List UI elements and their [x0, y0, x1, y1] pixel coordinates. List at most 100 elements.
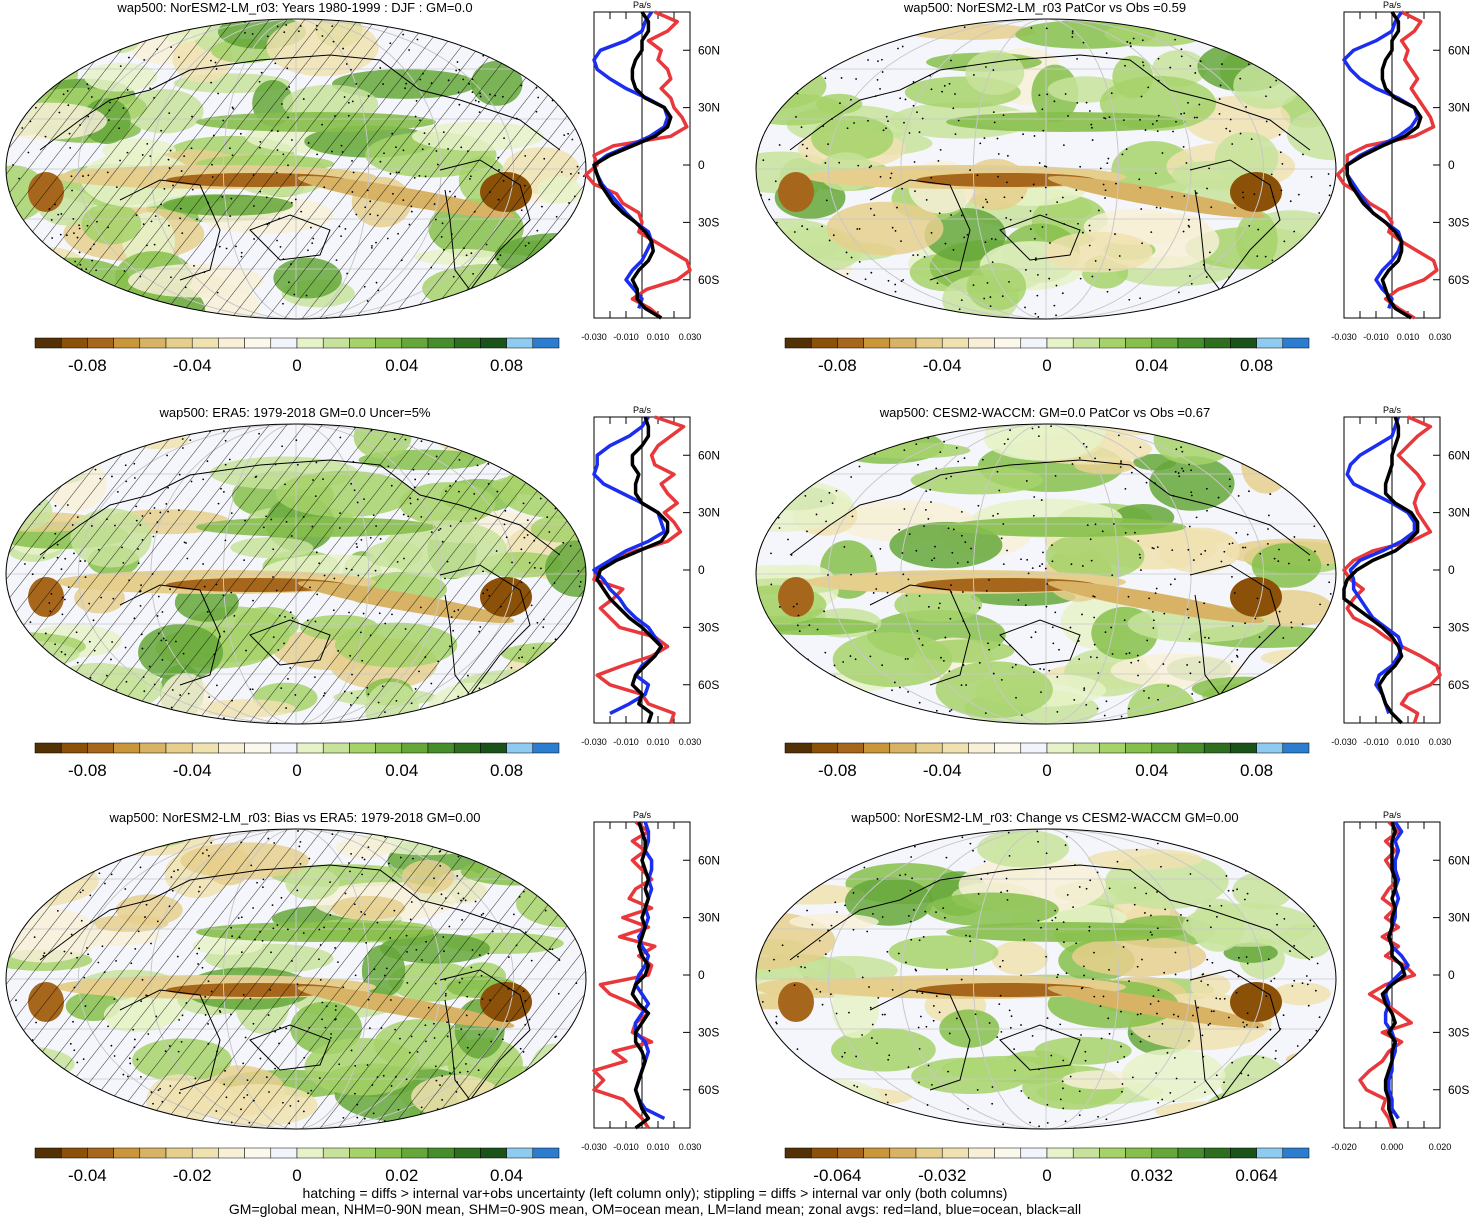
- map-outline: [5, 828, 587, 1130]
- colorbar-swatch: [87, 337, 114, 349]
- lat-label: 30N: [1448, 506, 1470, 520]
- colorbar-swatch: [1230, 742, 1257, 754]
- colorbar-swatch: [784, 337, 812, 349]
- colorbar-swatch: [453, 742, 481, 754]
- zonal-unit: Pa/s: [1383, 405, 1402, 415]
- colorbar-swatch: [375, 1147, 403, 1159]
- colorbar-swatch: [113, 742, 141, 754]
- footer-caption: hatching = diffs > internal var+obs unce…: [0, 1185, 1310, 1217]
- lat-label: 60S: [698, 678, 719, 692]
- colorbar-swatch: [244, 1147, 272, 1159]
- map-outline: [755, 18, 1337, 320]
- colorbar-swatch: [427, 337, 455, 349]
- colorbar-swatch: [480, 1147, 507, 1159]
- colorbar-label: -0.08: [818, 356, 857, 375]
- colorbar-swatch: [941, 337, 969, 349]
- zonal-unit: Pa/s: [1383, 810, 1402, 820]
- zonal-xtick: -0.030: [1331, 737, 1357, 747]
- colorbar-label: 0.04: [490, 1166, 523, 1185]
- colorbar-label: 0: [1042, 761, 1051, 780]
- colorbar-swatch: [1046, 1147, 1074, 1159]
- colorbar-swatch: [506, 337, 534, 349]
- lat-label: 0: [1448, 158, 1455, 172]
- panel-4: wap500: CESM2-WACCM: GM=0.0 PatCor vs Ob…: [750, 405, 1483, 805]
- colorbar-label: -0.04: [923, 761, 962, 780]
- lat-label: 60N: [698, 853, 720, 867]
- lat-label: 30S: [698, 620, 719, 634]
- lat-label: 0: [1448, 968, 1455, 982]
- map-outline: [5, 18, 587, 320]
- coastline: [439, 564, 531, 696]
- colorbar-label: 0.04: [385, 356, 418, 375]
- colorbar-swatch: [375, 337, 403, 349]
- colorbar-swatch: [1046, 337, 1074, 349]
- colorbar-swatch: [480, 742, 507, 754]
- colorbar-swatch: [1230, 1147, 1257, 1159]
- coastline: [789, 864, 1311, 961]
- colorbar-label: 0.02: [385, 1166, 418, 1185]
- zonal-series-all: [1345, 11, 1423, 320]
- colorbar-swatch: [270, 1147, 298, 1159]
- colorbar-swatch: [915, 1147, 943, 1159]
- coastline: [789, 459, 1311, 556]
- colorbar-swatch: [1282, 742, 1310, 754]
- zonal-xtick: 0.000: [1381, 1142, 1404, 1152]
- colorbar-swatch: [296, 1147, 324, 1159]
- colorbar-swatch: [889, 337, 917, 349]
- panel-title: wap500: NorESM2-LM_r03: Change vs CESM2-…: [851, 810, 1239, 825]
- colorbar-swatch: [1125, 337, 1153, 349]
- colorbar-label: -0.064: [813, 1166, 861, 1185]
- lat-label: 30S: [1448, 215, 1469, 229]
- colorbar-label: 0.08: [490, 356, 523, 375]
- map-outline: [755, 423, 1337, 725]
- colorbar-swatch: [941, 1147, 969, 1159]
- colorbar-swatch: [837, 742, 864, 754]
- colorbar-label: 0.08: [490, 761, 523, 780]
- panel-title: wap500: NorESM2-LM_r03: Bias vs ERA5: 19…: [109, 810, 481, 825]
- panel-title: wap500: CESM2-WACCM: GM=0.0 PatCor vs Ob…: [879, 405, 1211, 420]
- coastline: [439, 159, 531, 291]
- panel-chart: -0.08 -0.04 0 0.04 0.08 Pa/s 60N 30N 0 30S 60S -0.0…: [755, 405, 1470, 780]
- colorbar-label: 0.032: [1131, 1166, 1174, 1185]
- coastline: [1189, 564, 1281, 696]
- zonal-xtick: -0.010: [1363, 737, 1389, 747]
- colorbar-swatch: [1256, 337, 1284, 349]
- colorbar-swatch: [480, 337, 507, 349]
- lat-label: 0: [698, 563, 705, 577]
- lat-label: 30N: [698, 506, 720, 520]
- colorbar-label: -0.04: [173, 761, 212, 780]
- colorbar-swatch: [532, 1147, 560, 1159]
- coastline: [439, 969, 531, 1101]
- colorbar-swatch: [863, 742, 891, 754]
- colorbar-swatch: [165, 742, 193, 754]
- colorbar-label: 0.064: [1235, 1166, 1278, 1185]
- zonal-series-all: [1380, 821, 1407, 1129]
- zonal-series-land: [1342, 415, 1442, 724]
- lat-label: 30N: [1448, 101, 1470, 115]
- footer-line-2: GM=global mean, NHM=0-90N mean, SHM=0-90…: [228, 1201, 1082, 1217]
- colorbar-swatch: [532, 742, 560, 754]
- colorbar-swatch: [863, 1147, 891, 1159]
- lat-label: 0: [698, 968, 705, 982]
- colorbar-swatch: [296, 742, 324, 754]
- colorbar-swatch: [427, 1147, 455, 1159]
- panel-chart: -0.08 -0.04 0 0.04 0.08 Pa/s 60N 30N 0 30S 60S -0.0…: [5, 405, 720, 780]
- colorbar-label: 0.04: [385, 761, 418, 780]
- colorbar-label: -0.04: [173, 356, 212, 375]
- coastline: [249, 214, 331, 261]
- panel-chart: -0.08 -0.04 0 0.04 0.08 Pa/s 60N 30N 0 30S 60S -0.0…: [755, 0, 1470, 375]
- colorbar-swatch: [349, 1147, 376, 1159]
- lat-label: 60S: [1448, 1083, 1469, 1097]
- colorbar-swatch: [1020, 1147, 1048, 1159]
- lat-label: 30S: [698, 1025, 719, 1039]
- colorbar-swatch: [915, 337, 943, 349]
- zonal-xtick: -0.030: [1331, 332, 1357, 342]
- colorbar-swatch: [994, 1147, 1022, 1159]
- footer-line-1: hatching = diffs > internal var+obs unce…: [302, 1185, 1008, 1201]
- coastline: [119, 584, 221, 686]
- colorbar-label: -0.02: [173, 1166, 212, 1185]
- colorbar-swatch: [968, 742, 995, 754]
- colorbar-swatch: [218, 337, 245, 349]
- colorbar-swatch: [1282, 1147, 1310, 1159]
- colorbar-label: -0.04: [923, 356, 962, 375]
